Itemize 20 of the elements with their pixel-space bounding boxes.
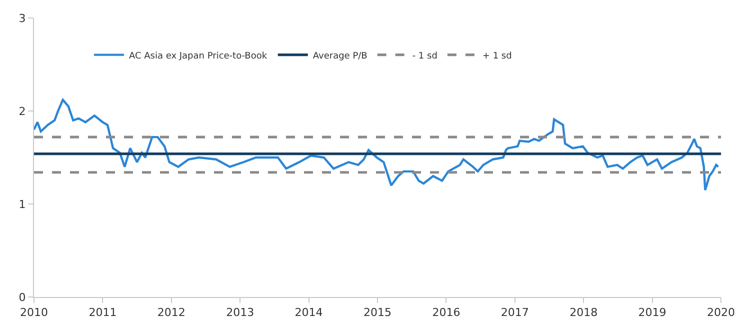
x-tick-label: 2016 [432,306,460,320]
x-tick-label: 2017 [500,306,529,320]
y-tick-label: 3 [18,12,26,25]
x-tick-label: 2012 [157,306,186,320]
legend-label: - 1 sd [412,51,438,62]
x-tick-label: 2010 [20,306,48,320]
x-tick-label: 2020 [707,306,735,320]
x-tick-label: 2014 [294,306,323,320]
x-tick-label: 2011 [88,306,117,320]
y-tick-label: 0 [18,290,26,304]
x-tick-label: 2019 [638,306,666,320]
line-series [34,98,720,192]
legend-label: AC Asia ex Japan Price-to-Book [128,51,268,62]
y-tick-label: 1 [18,198,26,211]
legend-label: + 1 sd [482,51,512,62]
y-tick-label: 2 [18,104,26,118]
x-tick-label: 2013 [226,306,254,320]
x-tick-label: 2015 [364,306,392,320]
legend-label: Average P/B [312,51,368,62]
x-tick-label: 2018 [570,306,598,320]
